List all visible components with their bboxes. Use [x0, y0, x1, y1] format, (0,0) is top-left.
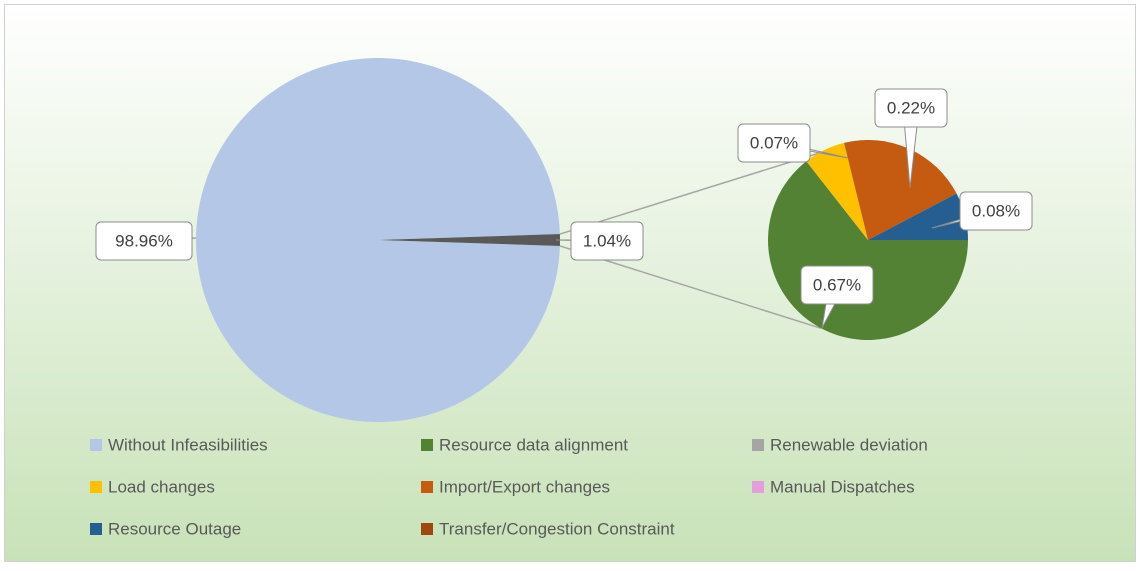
pie-slice — [868, 193, 968, 240]
legend-label: Load changes — [108, 477, 215, 496]
label-pointer — [902, 107, 920, 189]
data-label-box — [95, 221, 193, 261]
legend-label: Transfer/Congestion Constraint — [439, 519, 675, 538]
legend-label: Resource Outage — [108, 519, 241, 538]
data-label: 0.22% — [887, 98, 935, 117]
legend-label: Without Infeasibilities — [108, 435, 268, 454]
pie-slice — [196, 58, 560, 423]
data-label: 0.67% — [813, 275, 861, 294]
data-label: 1.04% — [583, 231, 631, 250]
data-label-box — [874, 88, 948, 128]
data-label-box — [959, 191, 1033, 231]
connector-line — [559, 152, 819, 235]
legend-swatch — [90, 523, 102, 535]
other-slice — [378, 234, 560, 246]
data-label-box — [570, 221, 644, 261]
data-label: 0.08% — [972, 201, 1020, 220]
pie-slice — [844, 140, 957, 240]
pie-slice — [806, 142, 868, 240]
legend-swatch — [90, 439, 102, 451]
legend-swatch — [421, 481, 433, 493]
data-label-box — [800, 265, 874, 305]
legend-swatch — [90, 481, 102, 493]
legend-label: Manual Dispatches — [770, 477, 915, 496]
legend-swatch — [752, 439, 764, 451]
legend-label: Resource data alignment — [439, 435, 628, 454]
legend-label: Import/Export changes — [439, 477, 610, 496]
legend-swatch — [752, 481, 764, 493]
data-label: 98.96% — [115, 231, 173, 250]
legend-swatch — [421, 523, 433, 535]
data-label: 0.07% — [750, 133, 798, 152]
data-label-box — [737, 123, 811, 163]
legend-label: Renewable deviation — [770, 435, 928, 454]
legend-swatch — [421, 439, 433, 451]
